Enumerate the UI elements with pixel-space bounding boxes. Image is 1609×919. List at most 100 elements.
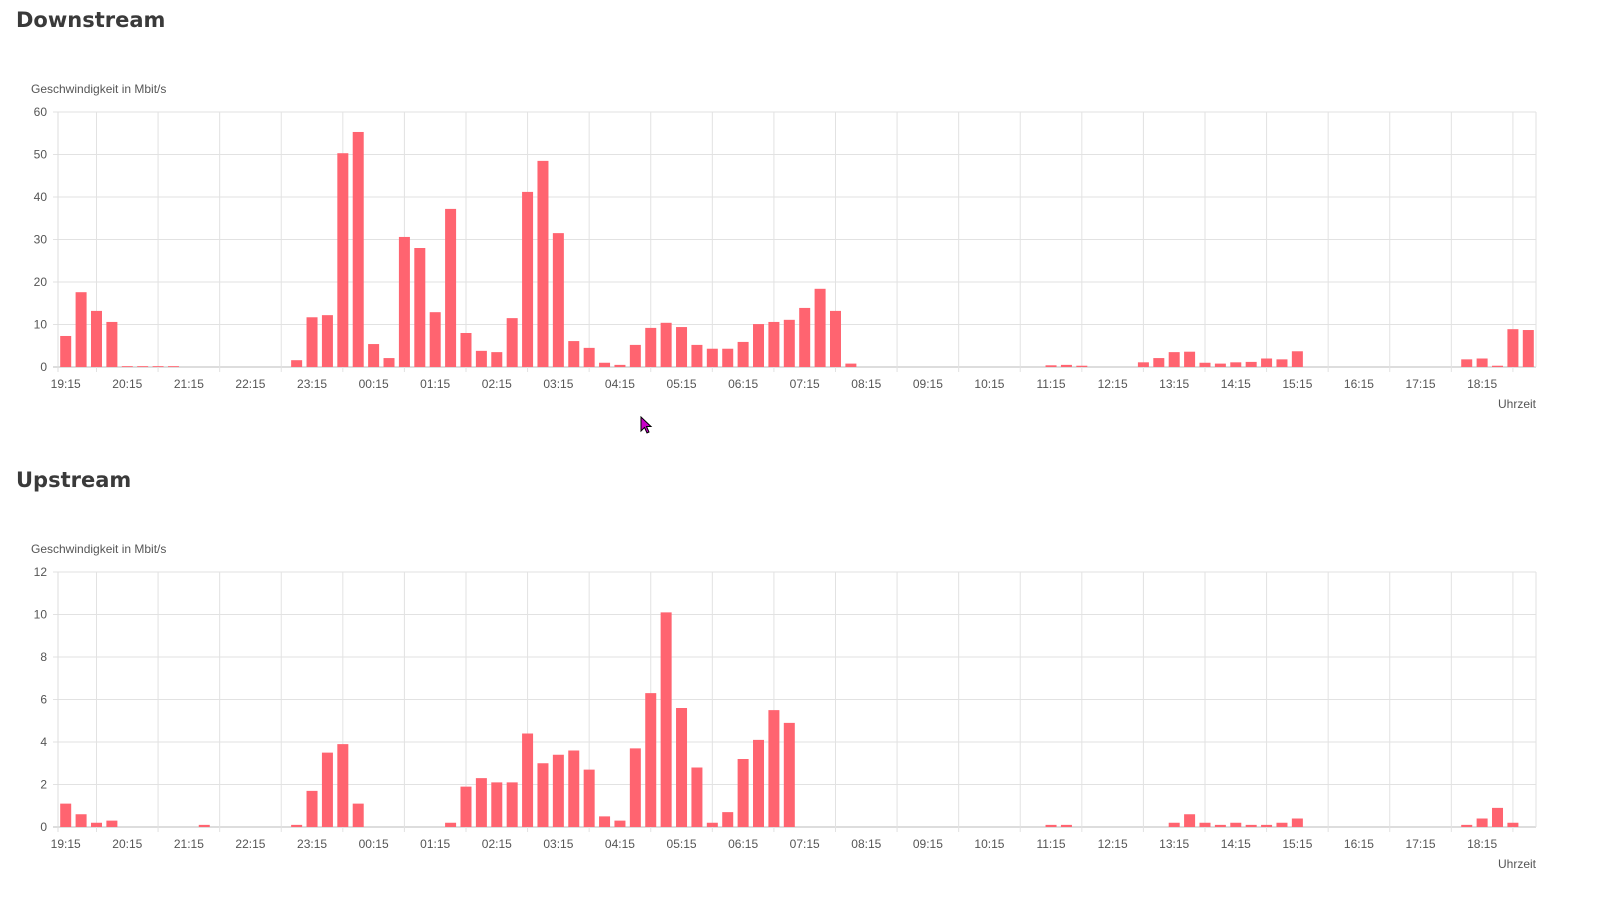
y-tick-label: 60: [34, 105, 48, 119]
bar: [460, 333, 472, 367]
x-tick-label: 18:15: [1467, 837, 1497, 851]
bar: [491, 782, 503, 827]
bar: [522, 733, 534, 827]
upstream-title: Upstream: [16, 468, 132, 492]
bar: [1291, 351, 1303, 367]
bar: [1507, 329, 1519, 367]
x-tick-label: 01:15: [420, 837, 450, 851]
bar: [1153, 358, 1165, 367]
x-tick-label: 08:15: [851, 837, 881, 851]
bar: [398, 236, 410, 367]
bar: [1168, 352, 1180, 367]
bar: [337, 153, 349, 367]
mouse-cursor-icon: [640, 416, 653, 434]
x-tick-label: 00:15: [359, 837, 389, 851]
y-axis-label: Geschwindigkeit in Mbit/s: [31, 82, 166, 96]
bar: [753, 324, 765, 367]
bar: [660, 612, 672, 827]
x-tick-label: 23:15: [297, 377, 327, 391]
x-tick-label: 06:15: [728, 377, 758, 391]
x-tick-label: 04:15: [605, 377, 635, 391]
bar: [475, 778, 487, 827]
y-tick-label: 2: [40, 778, 47, 792]
bar: [352, 131, 364, 367]
x-tick-label: 21:15: [174, 377, 204, 391]
y-tick-label: 50: [34, 148, 48, 162]
x-tick-label: 09:15: [913, 837, 943, 851]
bar: [845, 363, 857, 367]
bar: [491, 352, 503, 367]
x-tick-label: 19:15: [51, 837, 81, 851]
bar: [368, 344, 380, 367]
bar: [660, 322, 672, 367]
x-tick-label: 02:15: [482, 837, 512, 851]
x-tick-label: 21:15: [174, 837, 204, 851]
bar: [706, 348, 718, 367]
x-tick-label: 09:15: [913, 377, 943, 391]
bar: [1476, 358, 1488, 367]
bar: [583, 347, 595, 367]
downstream-chart: 0 10 20 30 40 50 60 19:15 20:15 21:15 22:15 23:15 00…: [31, 82, 1537, 411]
bar: [645, 327, 657, 367]
x-tick-label: 18:15: [1467, 377, 1497, 391]
bar: [506, 318, 518, 367]
bar: [645, 693, 657, 827]
bar: [1276, 359, 1288, 367]
bar: [783, 722, 795, 827]
x-tick-label: 10:15: [974, 837, 1004, 851]
bar: [768, 321, 780, 367]
bar: [383, 358, 395, 367]
bar: [568, 750, 580, 827]
bar: [706, 822, 718, 827]
bar: [614, 364, 626, 367]
bar: [599, 362, 611, 367]
bar: [1476, 818, 1488, 827]
bar: [768, 710, 780, 827]
bar: [552, 754, 564, 827]
bar: [691, 344, 703, 367]
bar: [722, 812, 734, 827]
bar: [506, 782, 518, 827]
bar: [537, 160, 549, 367]
bar: [1184, 814, 1196, 827]
x-tick-label: 11:15: [1036, 837, 1065, 851]
bar: [583, 769, 595, 827]
bar: [1230, 362, 1242, 367]
bar: [60, 335, 72, 367]
bar: [1492, 807, 1504, 827]
bar: [1261, 824, 1273, 827]
bar: [106, 321, 118, 367]
x-tick-label: 16:15: [1344, 837, 1374, 851]
bar: [1230, 822, 1242, 827]
y-tick-label: 10: [34, 318, 48, 332]
x-tick-label: 03:15: [543, 837, 573, 851]
bar: [1045, 824, 1057, 827]
x-tick-label: 17:15: [1406, 377, 1436, 391]
bar: [306, 317, 318, 367]
x-tick-label: 05:15: [667, 837, 697, 851]
bar: [106, 820, 118, 827]
x-tick-label: 14:15: [1221, 837, 1251, 851]
bar: [1261, 358, 1273, 367]
bar: [522, 191, 534, 367]
x-tick-label: 23:15: [297, 837, 327, 851]
x-tick-label: 12:15: [1098, 377, 1128, 391]
x-tick-label: 07:15: [790, 837, 820, 851]
y-tick-label: 4: [40, 735, 47, 749]
upstream-chart: 0 2 4 6 8 10 12 19:15 20:15 21:15 22:15 23:15 00:15 0…: [31, 542, 1537, 871]
bar: [629, 344, 641, 367]
bar: [1214, 363, 1226, 367]
x-tick-label: 19:15: [51, 377, 81, 391]
bar: [537, 763, 549, 827]
bar: [1245, 824, 1257, 827]
x-tick-label: 14:15: [1221, 377, 1251, 391]
y-tick-label: 0: [40, 360, 47, 374]
x-tick-label: 11:15: [1036, 377, 1065, 391]
x-tick-label: 06:15: [728, 837, 758, 851]
y-tick-label: 6: [40, 693, 47, 707]
bar: [1245, 361, 1257, 367]
x-tick-label: 22:15: [235, 837, 265, 851]
bar: [167, 366, 179, 367]
x-tick-label: 00:15: [359, 377, 389, 391]
bar: [1492, 365, 1504, 367]
